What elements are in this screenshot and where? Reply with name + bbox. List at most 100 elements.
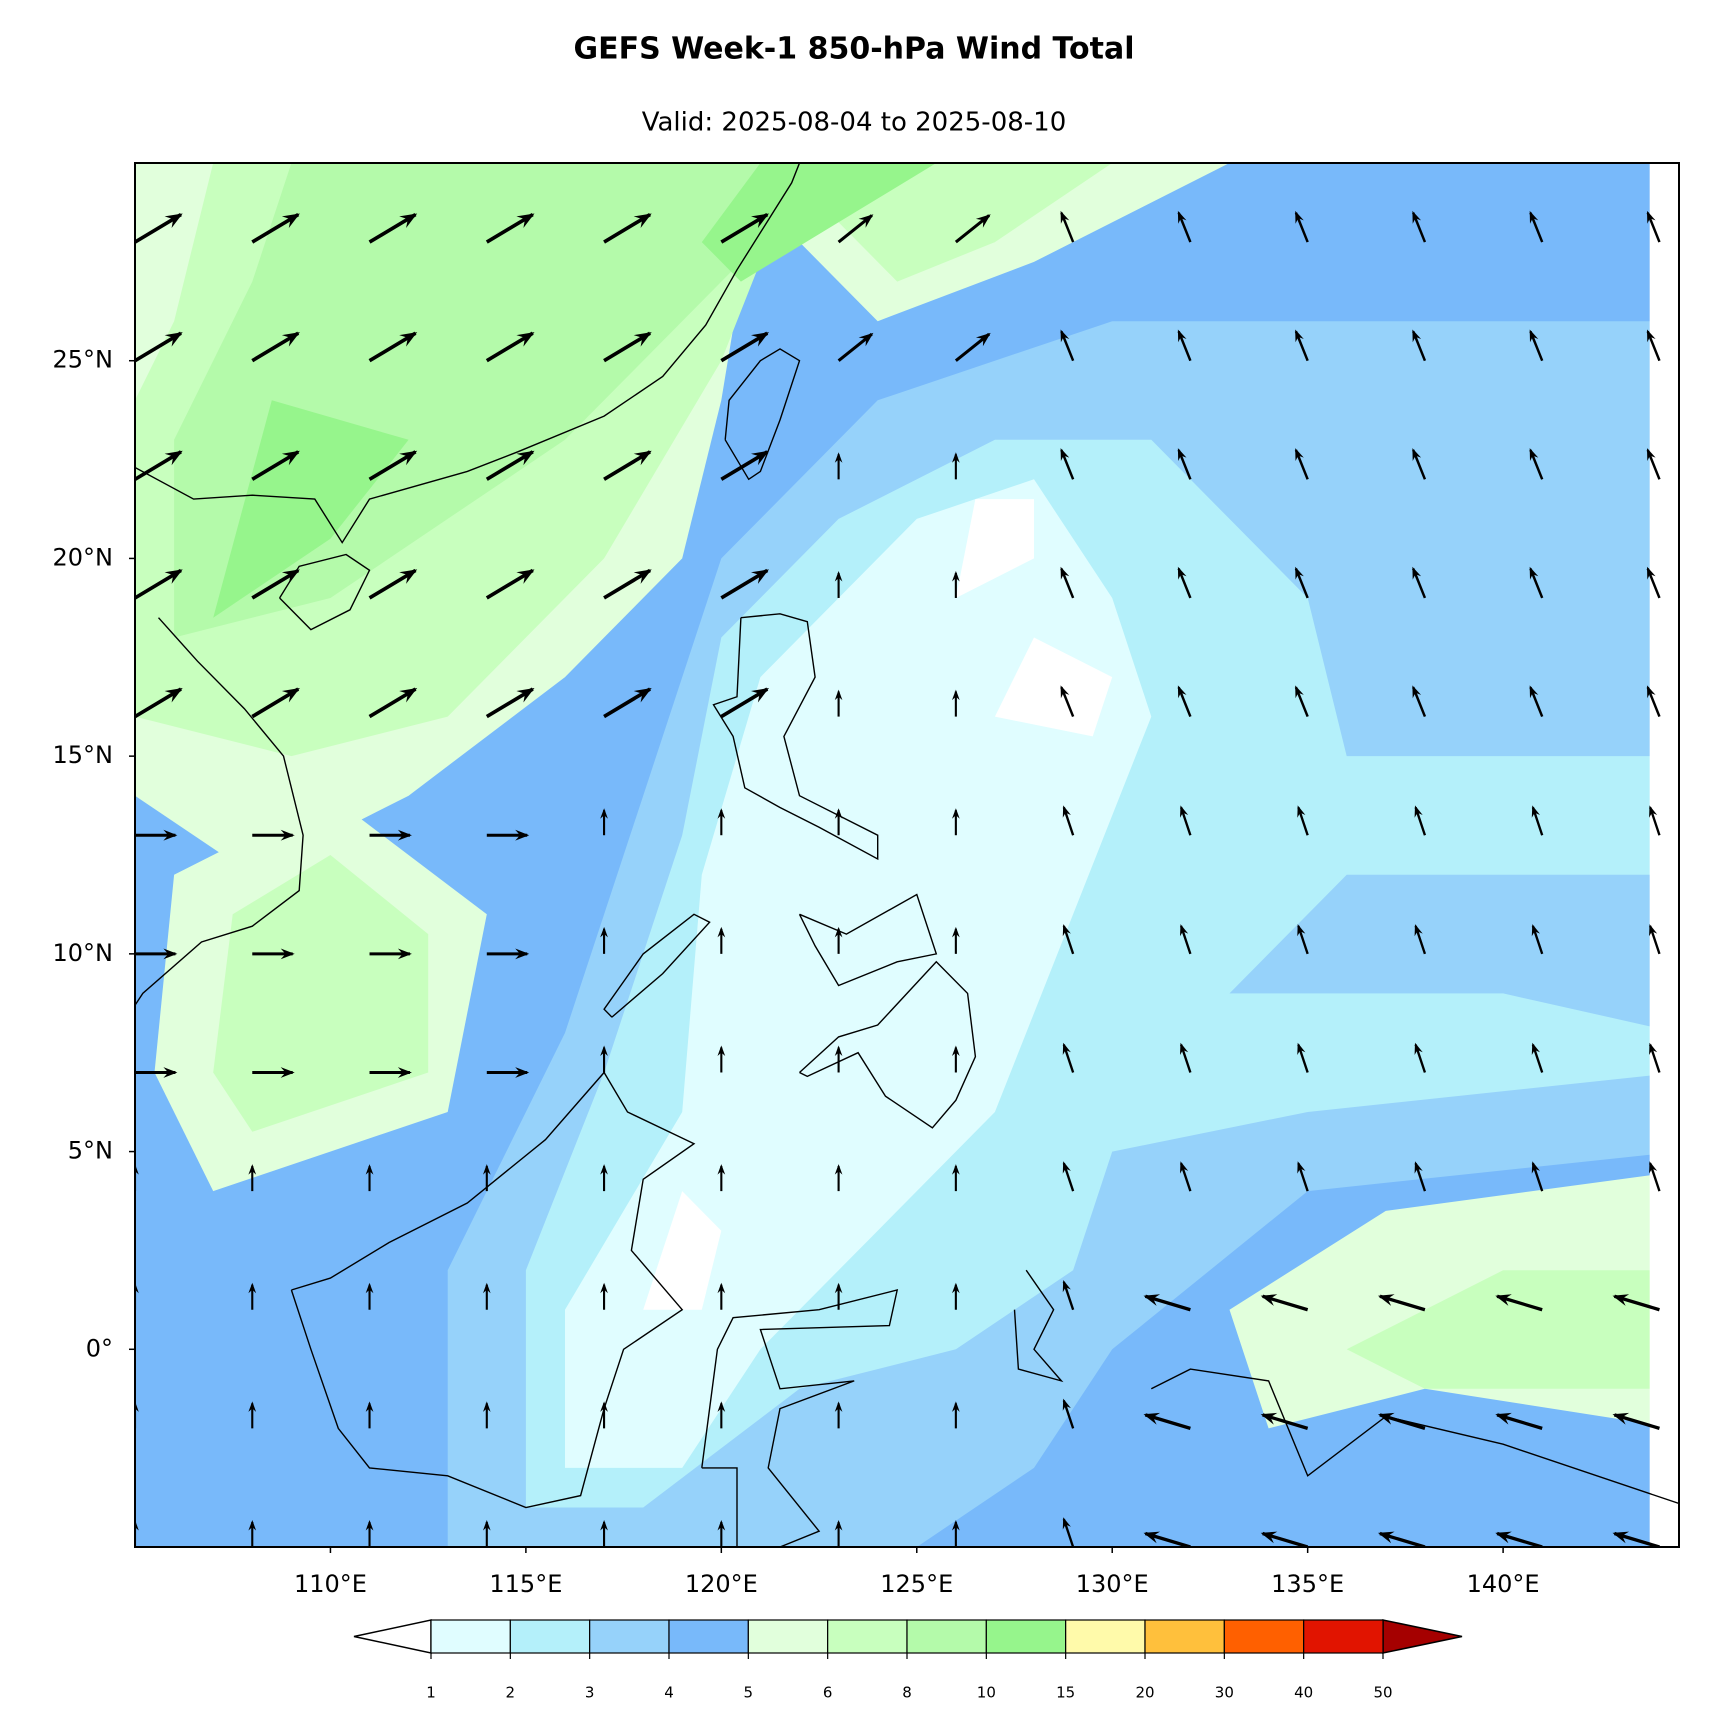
wind-arrow (1646, 566, 1661, 599)
wind-arrow (1060, 685, 1075, 718)
arrow-head (1062, 805, 1071, 818)
arrow-head (1531, 924, 1540, 937)
arrow-head (1260, 1412, 1278, 1425)
colorbar: 1 2 3 4 5 6 8 10 15 20 30 40 50 (353, 1619, 1463, 1702)
wind-arrow (1378, 1531, 1426, 1547)
wind-arrow (1260, 1294, 1309, 1312)
wind-arrow (1179, 1042, 1192, 1073)
wind-arrow (1495, 1412, 1543, 1430)
arrow-head (1495, 1412, 1512, 1425)
arrow-head (399, 688, 418, 703)
arrow-head (717, 1282, 726, 1294)
wind-arrow (1412, 685, 1427, 718)
wind-arrow (1412, 566, 1427, 599)
arrow-head (1062, 924, 1071, 937)
arrow-head (834, 571, 843, 582)
arrow-head (1062, 1517, 1071, 1530)
arrow-head (600, 808, 608, 819)
wind-arrow (600, 1282, 608, 1310)
arrow-head (600, 1045, 608, 1056)
arrow-head (1378, 1531, 1395, 1544)
arrow-head (1612, 1294, 1630, 1306)
arrow-head (483, 1520, 491, 1531)
arrow-head (1412, 210, 1422, 224)
map-frame (134, 162, 1680, 1548)
wind-arrow (135, 1067, 178, 1078)
lon-tick-label: 115°E (489, 1570, 562, 1598)
wind-arrow (717, 926, 726, 954)
wind-arrow (954, 214, 991, 244)
shade (213, 855, 429, 1132)
arrow-head (1297, 924, 1306, 937)
wind-arrow (135, 450, 183, 481)
wind-arrow (1414, 1161, 1427, 1192)
wind-field (135, 163, 1679, 1547)
arrow-head (281, 569, 300, 584)
wind-arrow (720, 331, 769, 363)
wind-arrow (365, 1282, 374, 1310)
coastline (135, 617, 304, 1006)
coastline (603, 913, 711, 1018)
lat-tick-label: 25°N (53, 346, 114, 374)
arrow-head (1143, 1531, 1161, 1544)
wind-arrow (1531, 805, 1544, 836)
coastline (1150, 1368, 1679, 1505)
wind-arrow (365, 1520, 374, 1547)
colorbar-tick-label: 50 (1373, 1684, 1392, 1702)
arrow-head (1414, 805, 1423, 818)
arrow-head (1143, 1412, 1161, 1425)
lon-tick-label: 140°E (1467, 1570, 1540, 1598)
wind-arrow (952, 1282, 960, 1310)
arrow-head (1531, 1161, 1540, 1174)
shade (701, 163, 937, 282)
wind-arrow (1646, 685, 1661, 718)
wind-arrow (135, 331, 183, 363)
arrow-head (1647, 448, 1656, 461)
arrow-head (834, 808, 843, 819)
wind-arrow (720, 450, 769, 481)
wind-arrow (717, 1045, 726, 1073)
wind-arrow (834, 1282, 843, 1310)
arrow-head (633, 569, 652, 584)
wind-arrow (1177, 685, 1192, 718)
wind-arrow (1294, 566, 1309, 599)
wind-arrow (834, 1520, 843, 1547)
arrow-head (1060, 566, 1070, 580)
arrow-head (515, 948, 530, 960)
arrow-head (1378, 1294, 1395, 1306)
colorbar-tick-label: 4 (664, 1684, 674, 1702)
wind-arrow (365, 1401, 374, 1429)
coastline (724, 348, 801, 481)
wind-arrow (252, 829, 295, 841)
wind-arrow (1529, 566, 1544, 599)
wind-arrow (717, 1282, 726, 1310)
wind-arrow (834, 571, 843, 598)
arrow-head (365, 1164, 374, 1175)
wind-arrow (952, 926, 960, 954)
arrow-head (1495, 1294, 1512, 1306)
colorbar-tick-label: 30 (1215, 1684, 1234, 1702)
arrow-head (858, 214, 874, 228)
arrow-head (1378, 1412, 1395, 1425)
arrow-head (834, 1282, 843, 1294)
wind-arrow (369, 829, 412, 841)
arrow-head (164, 332, 183, 347)
arrow-head (515, 829, 530, 841)
arrow-head (163, 1067, 178, 1078)
wind-arrow (600, 1045, 608, 1073)
arrow-head (1297, 1161, 1306, 1174)
colorbar-tick-label: 40 (1294, 1684, 1313, 1702)
arrow-head (515, 1067, 530, 1078)
wind-arrow (1062, 1280, 1075, 1311)
wind-arrow (135, 829, 178, 841)
wind-arrow (834, 1401, 843, 1429)
arrow-head (399, 569, 418, 584)
arrow-head (751, 688, 769, 703)
arrow-head (952, 808, 960, 819)
arrow-head (1529, 685, 1539, 699)
arrow-head (1529, 448, 1539, 461)
shade (1649, 163, 1679, 1547)
wind-arrow (251, 212, 300, 244)
arrow-head (633, 213, 652, 228)
arrow-head (516, 688, 535, 703)
